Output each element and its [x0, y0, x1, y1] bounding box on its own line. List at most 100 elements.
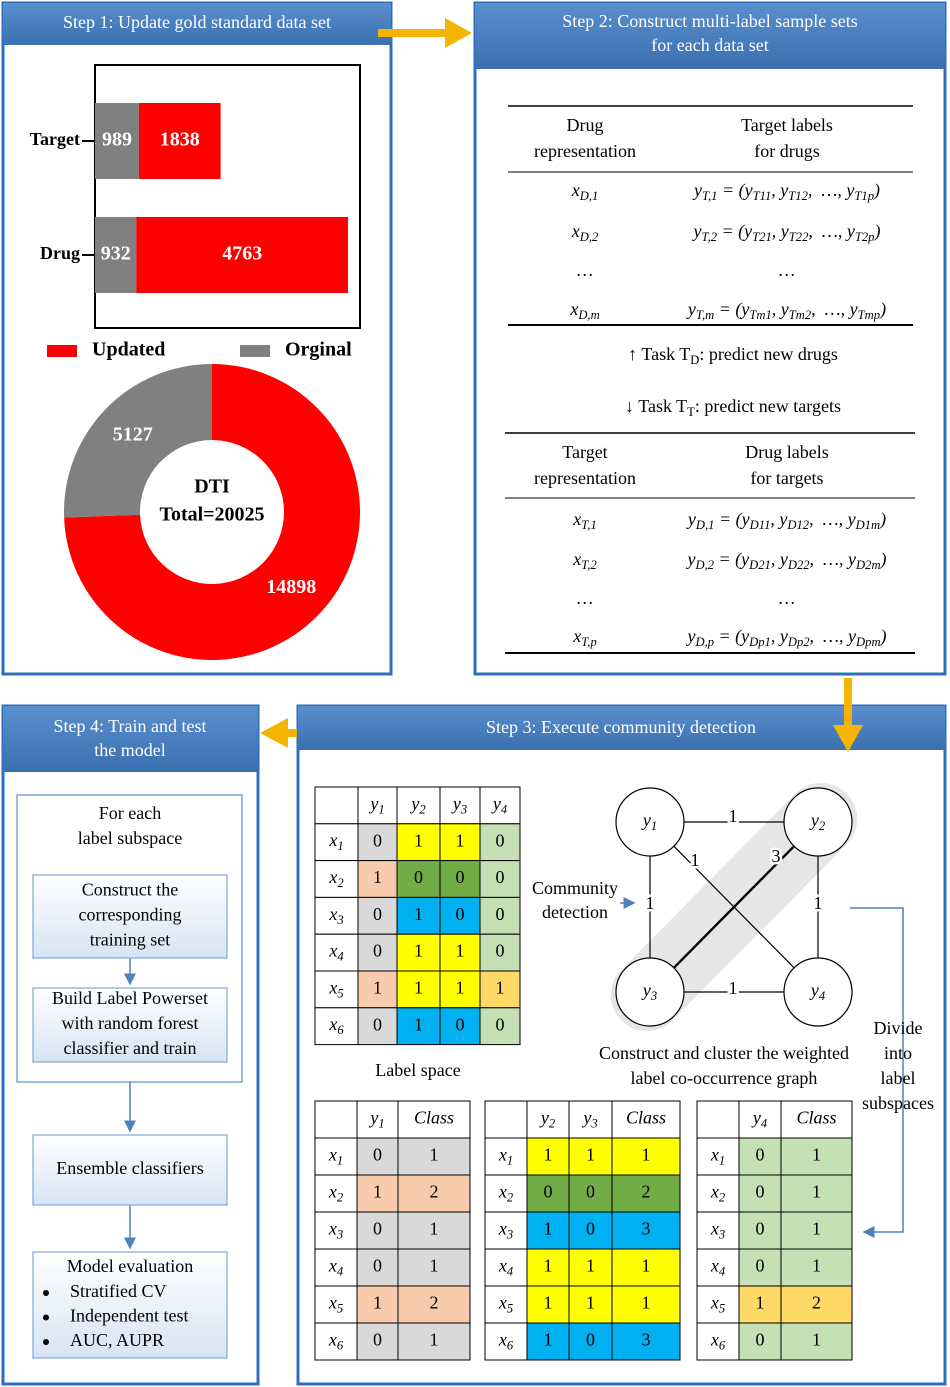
table-cell [357, 1007, 398, 1046]
table-cell [396, 786, 441, 825]
table-cell [738, 1248, 782, 1287]
formula-subscript: T,1 [702, 189, 718, 203]
formula-subscript: 3 [718, 1227, 725, 1241]
formula-text: x [498, 1330, 507, 1350]
table-cell [479, 1007, 521, 1046]
cell-value: 0 [496, 830, 505, 850]
formula-text: x [328, 1219, 337, 1239]
cell-value: 1 [430, 1219, 439, 1239]
node [615, 787, 685, 857]
cell-value: 0 [586, 1330, 595, 1350]
formula-subscript: 4 [337, 949, 344, 963]
formula-subscript: T12 [788, 189, 808, 203]
formula-subscript: D2m [855, 558, 881, 572]
table-cell [568, 1322, 613, 1361]
table-cell [357, 823, 398, 862]
cell-value: 2 [812, 1293, 821, 1313]
panel-header [3, 706, 258, 772]
table-cell [397, 1248, 471, 1287]
table-cell [356, 1100, 399, 1139]
formula-subscript: 4 [507, 1264, 514, 1278]
row-header: x2 [328, 1182, 344, 1205]
formula-text: x [498, 1293, 507, 1313]
formula-subscript: 5 [337, 986, 343, 1000]
edge-weight: 1 [814, 893, 823, 913]
table-cell [526, 1211, 570, 1250]
label-vector: yD,1 = (yD11, yD12, …, yD1m) [686, 509, 886, 532]
label-vector: yT,1 = (yT11, yT12, …, yT1p) [692, 180, 880, 203]
formula-text: = (y [717, 221, 752, 242]
panel-title: Step 1: Update gold standard data set [63, 12, 331, 32]
process-label: classifier and train [64, 1038, 197, 1058]
formula-text: x [328, 830, 337, 850]
formula-subscript: D,p [694, 635, 714, 649]
formula-text: x [572, 626, 581, 646]
formula-text: , …, y [808, 221, 855, 241]
label-vector: yD,p = (yDp1, yDp2, …, yDpm) [685, 626, 886, 649]
formula-text: Class [626, 1108, 666, 1128]
table-cell [479, 786, 521, 825]
cell-value: 0 [756, 1182, 765, 1202]
table-cell [526, 1174, 570, 1213]
bullet [43, 1339, 49, 1345]
formula-text: , …, y [810, 549, 857, 569]
table-cell [696, 1248, 740, 1287]
panel-title: Step 3: Execute community detection [486, 717, 756, 737]
table-cell [314, 1100, 358, 1139]
formula-text: , …, y [809, 509, 856, 529]
column-header: Class [414, 1108, 454, 1128]
row-header: x6 [328, 1014, 344, 1037]
representation: … [577, 588, 593, 608]
value-label: 1838 [160, 129, 200, 151]
formula-text: , …, y [811, 299, 858, 319]
table-cell [479, 860, 521, 898]
formula-subscript: D,1 [695, 518, 715, 532]
formula-text: x [571, 180, 580, 200]
table-cell [479, 896, 521, 935]
row-header: x1 [328, 1145, 343, 1168]
formula-text: y [491, 794, 501, 814]
formula-subscript: Dpm [855, 635, 881, 649]
panel-title: for each data set [651, 35, 768, 55]
column-header: Class [796, 1108, 836, 1128]
table-cell [780, 1174, 853, 1213]
formula-text: = (y [714, 626, 749, 647]
process-label: Construct the [82, 880, 179, 900]
process-box [32, 1251, 228, 1359]
cell-value: 1 [414, 904, 423, 924]
column-header: representation [534, 141, 636, 161]
formula-subscript: 2 [507, 1190, 514, 1204]
representation: xD,2 [571, 221, 599, 244]
formula-text: ) [873, 221, 880, 242]
annotation: Community [532, 878, 618, 898]
cell-value: 0 [496, 941, 505, 961]
formula-subscript: 3 [336, 913, 343, 927]
row-header: x4 [498, 1256, 514, 1279]
table-cell [397, 1285, 471, 1324]
table-cell [611, 1322, 681, 1361]
row-header: x6 [498, 1330, 514, 1353]
formula-subscript: 1 [507, 1153, 513, 1167]
formula-text: ) [879, 299, 886, 320]
formula-text: ) [873, 180, 880, 201]
formula-text: y [685, 626, 695, 646]
formula-subscript: T [687, 405, 695, 419]
legend-swatch [47, 345, 77, 357]
table-cell [780, 1248, 853, 1287]
donut-title: DTI [194, 476, 230, 498]
process-box [32, 987, 228, 1063]
node-label: y2 [809, 810, 826, 833]
formula-text: , y [771, 549, 788, 569]
formula-subscript: D21 [748, 558, 771, 572]
column-header: Class [626, 1108, 666, 1128]
cell-value: 1 [373, 867, 382, 887]
formula-text: x [710, 1145, 719, 1165]
cell-value: 1 [544, 1145, 553, 1165]
label-vector: … [779, 588, 795, 608]
cell-value: 0 [586, 1219, 595, 1239]
table-cell [314, 1322, 358, 1361]
cell-value: 0 [496, 904, 505, 924]
bullet [43, 1314, 49, 1321]
column-header: Drug [567, 115, 604, 135]
